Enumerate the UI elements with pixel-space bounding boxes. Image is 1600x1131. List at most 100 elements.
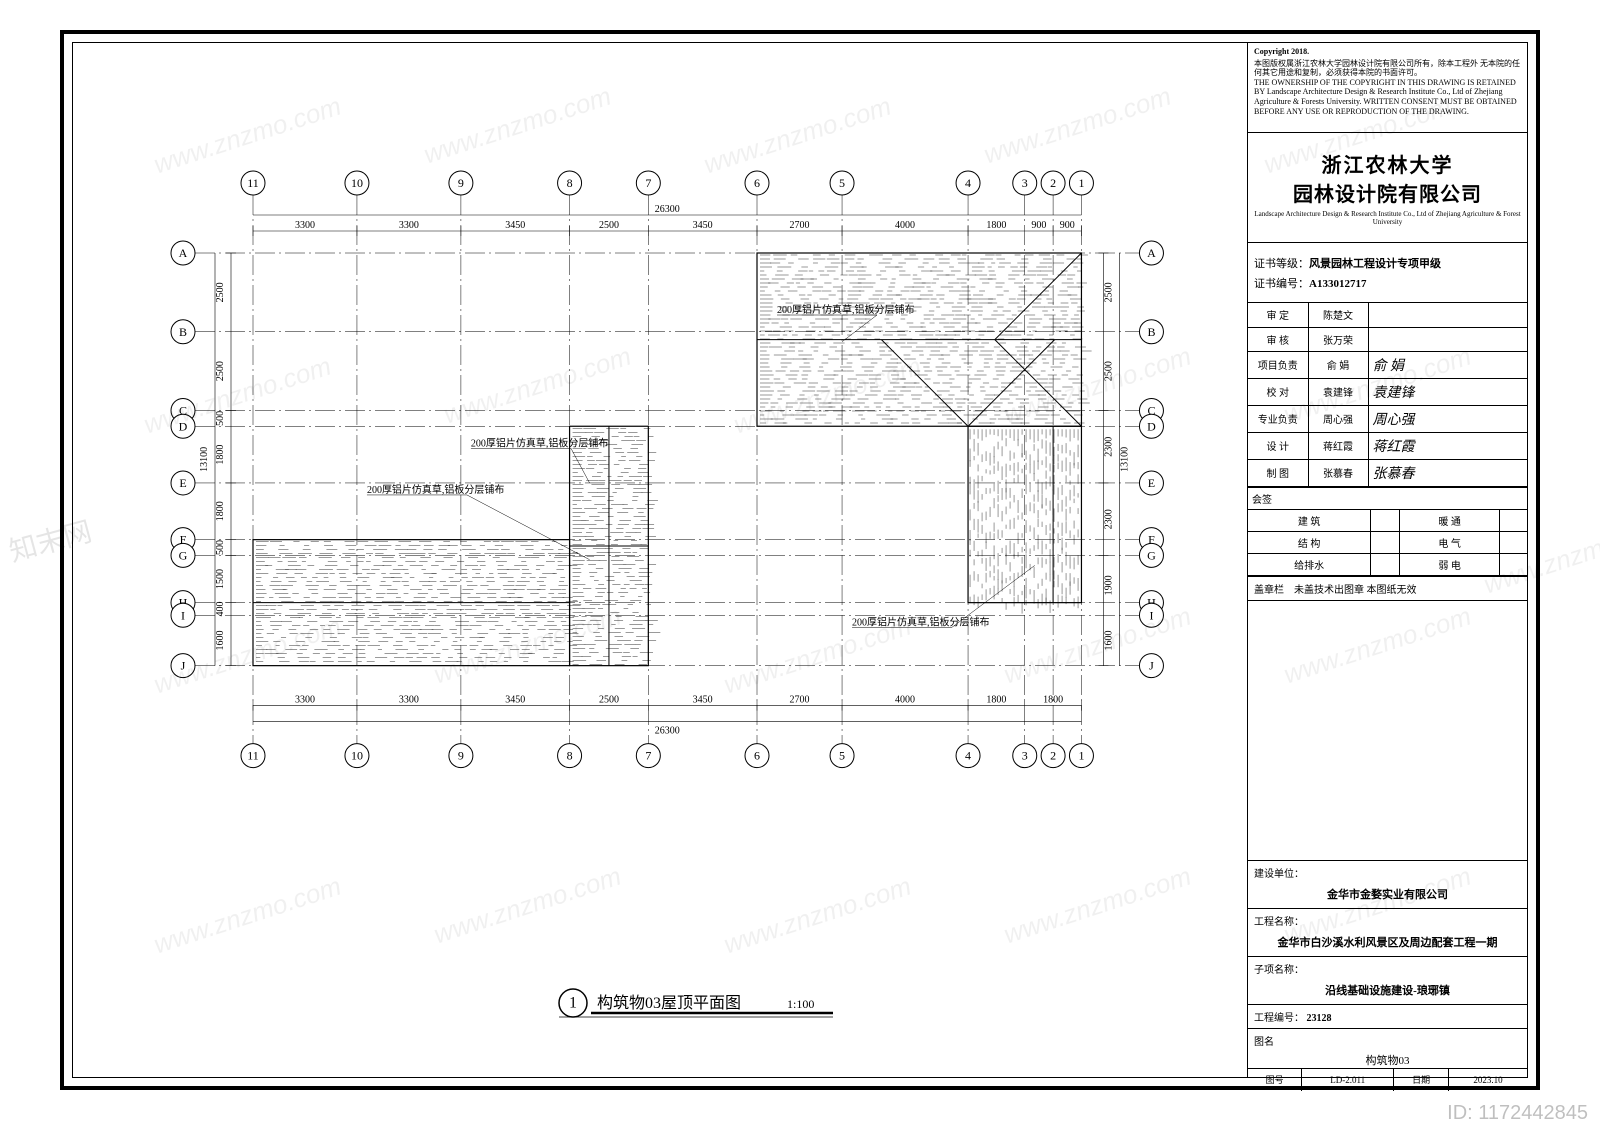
person-role: 校 对	[1248, 378, 1308, 405]
svg-text:E: E	[1148, 476, 1155, 490]
disc-header: 会签	[1248, 488, 1527, 510]
svg-text:3450: 3450	[693, 220, 713, 231]
svg-text:I: I	[181, 608, 185, 622]
copyright-body: 本图版权属浙江农林大学园林设计院有限公司所有，除本工程外 无本院的任何其它用途和…	[1254, 59, 1521, 117]
svg-text:1600: 1600	[215, 630, 226, 650]
cert-cell: 证书等级：风景园林工程设计专项甲级 证书编号：A133012717	[1248, 243, 1527, 303]
company-cn1: 浙江农林大学	[1254, 149, 1521, 178]
disc-cell: 建 筑	[1248, 509, 1371, 531]
svg-text:26300: 26300	[655, 204, 680, 215]
svg-text:9: 9	[458, 749, 464, 763]
svg-text:500: 500	[215, 540, 226, 555]
person-role: 项目负责	[1248, 351, 1308, 378]
person-role: 制 图	[1248, 459, 1308, 486]
svg-text:7: 7	[645, 176, 651, 190]
disc-cell: 暖 通	[1399, 509, 1499, 531]
company-en: Landscape Architecture Design & Research…	[1254, 211, 1521, 226]
person-name: 陈楚文	[1308, 303, 1368, 327]
svg-text:3450: 3450	[505, 220, 525, 231]
svg-text:1: 1	[1078, 749, 1084, 763]
svg-text:1: 1	[569, 995, 577, 1012]
svg-text:13100: 13100	[199, 447, 210, 472]
company-cn2: 园林设计院有限公司	[1254, 178, 1521, 207]
person-sig	[1368, 327, 1527, 351]
svg-text:6: 6	[754, 749, 760, 763]
svg-text:400: 400	[215, 601, 226, 616]
svg-text:D: D	[179, 419, 188, 433]
projnum-value: 23128	[1307, 1013, 1332, 1024]
svg-text:11: 11	[247, 176, 259, 190]
copyright-year: Copyright 2018.	[1254, 47, 1521, 57]
svg-text:1600: 1600	[1103, 630, 1114, 650]
svg-text:2500: 2500	[215, 361, 226, 381]
svg-text:4: 4	[965, 176, 971, 190]
footer-date: 2023.10	[1449, 1069, 1527, 1091]
disc-cell	[1371, 531, 1400, 553]
svg-text:2700: 2700	[790, 695, 810, 706]
disc-cell	[1500, 509, 1527, 531]
dwgname-label: 图名	[1254, 1033, 1521, 1048]
person-sig: 周心强	[1368, 405, 1527, 432]
disc-cell	[1371, 553, 1400, 575]
disc-cell: 结 构	[1248, 531, 1371, 553]
person-sig: 蒋红霞	[1368, 432, 1527, 459]
person-name: 蒋红霞	[1308, 432, 1368, 459]
seal-note: 未盖技术出图章 本图纸无效	[1294, 585, 1417, 596]
svg-text:2500: 2500	[215, 282, 226, 302]
svg-text:2500: 2500	[599, 220, 619, 231]
svg-text:A: A	[1147, 246, 1156, 260]
svg-text:13100: 13100	[1119, 447, 1130, 472]
svg-text:1800: 1800	[215, 501, 226, 521]
svg-text:3300: 3300	[295, 695, 315, 706]
svg-text:3450: 3450	[505, 695, 525, 706]
seal-label: 盖章栏	[1254, 585, 1284, 596]
footer-cell: 图号 LD-2.011 日期 2023.10	[1248, 1069, 1527, 1091]
svg-text:3450: 3450	[693, 695, 713, 706]
cert-num-label: 证书编号：	[1254, 278, 1309, 290]
person-role: 审 核	[1248, 327, 1308, 351]
subproject-cell: 子项名称： 沿线基础设施建设-琅琊镇	[1248, 957, 1527, 1005]
person-sig: 张慕春	[1368, 459, 1527, 486]
footer-sheet: LD-2.011	[1302, 1069, 1394, 1091]
disc-cell	[1500, 553, 1527, 575]
person-sig: 俞 娟	[1368, 351, 1527, 378]
dwgname-value: 构筑物03	[1254, 1052, 1521, 1068]
cert-num: A133012717	[1309, 278, 1366, 290]
drawing-area: 11111010998877665544332211AABBCCDDEEFFGG…	[73, 43, 1248, 1077]
svg-text:4000: 4000	[895, 220, 915, 231]
svg-text:J: J	[181, 659, 186, 673]
subproject-label: 子项名称：	[1254, 961, 1521, 976]
cert-level: 风景园林工程设计专项甲级	[1309, 258, 1441, 270]
projnum-label: 工程编号：	[1254, 1013, 1304, 1024]
svg-text:8: 8	[567, 749, 573, 763]
svg-text:2700: 2700	[790, 220, 810, 231]
svg-text:3: 3	[1022, 749, 1028, 763]
project-value: 金华市白沙溪水利风景区及周边配套工程一期	[1254, 934, 1521, 950]
person-name: 张万荣	[1308, 327, 1368, 351]
svg-text:1800: 1800	[215, 445, 226, 465]
svg-text:B: B	[179, 325, 187, 339]
svg-text:1800: 1800	[1043, 695, 1063, 706]
svg-text:2: 2	[1050, 176, 1056, 190]
svg-text:2500: 2500	[599, 695, 619, 706]
svg-text:26300: 26300	[655, 726, 680, 737]
svg-text:10: 10	[351, 749, 363, 763]
svg-text:11: 11	[247, 749, 259, 763]
svg-text:G: G	[1147, 548, 1156, 562]
person-name: 袁建锋	[1308, 378, 1368, 405]
svg-text:1800: 1800	[986, 695, 1006, 706]
svg-text:G: G	[179, 548, 188, 562]
title-block: Copyright 2018. 本图版权属浙江农林大学园林设计院有限公司所有，除…	[1247, 43, 1527, 1077]
svg-text:200厚铝片仿真草,铝板分层铺布: 200厚铝片仿真草,铝板分层铺布	[367, 483, 505, 496]
svg-text:A: A	[179, 246, 188, 260]
person-role: 审 定	[1248, 303, 1308, 327]
svg-text:1:100: 1:100	[787, 997, 814, 1011]
disc-cell: 电 气	[1399, 531, 1499, 553]
people-cell: 审 定 陈楚文 审 核 张万荣 项目负责 俞 娟 俞 娟校 对 袁建锋 袁建锋专…	[1248, 303, 1527, 488]
svg-text:7: 7	[645, 749, 651, 763]
svg-text:9: 9	[458, 176, 464, 190]
projnum-cell: 工程编号： 23128	[1248, 1005, 1527, 1029]
person-sig	[1368, 303, 1527, 327]
subproject-value: 沿线基础设施建设-琅琊镇	[1254, 982, 1521, 998]
person-name: 俞 娟	[1308, 351, 1368, 378]
